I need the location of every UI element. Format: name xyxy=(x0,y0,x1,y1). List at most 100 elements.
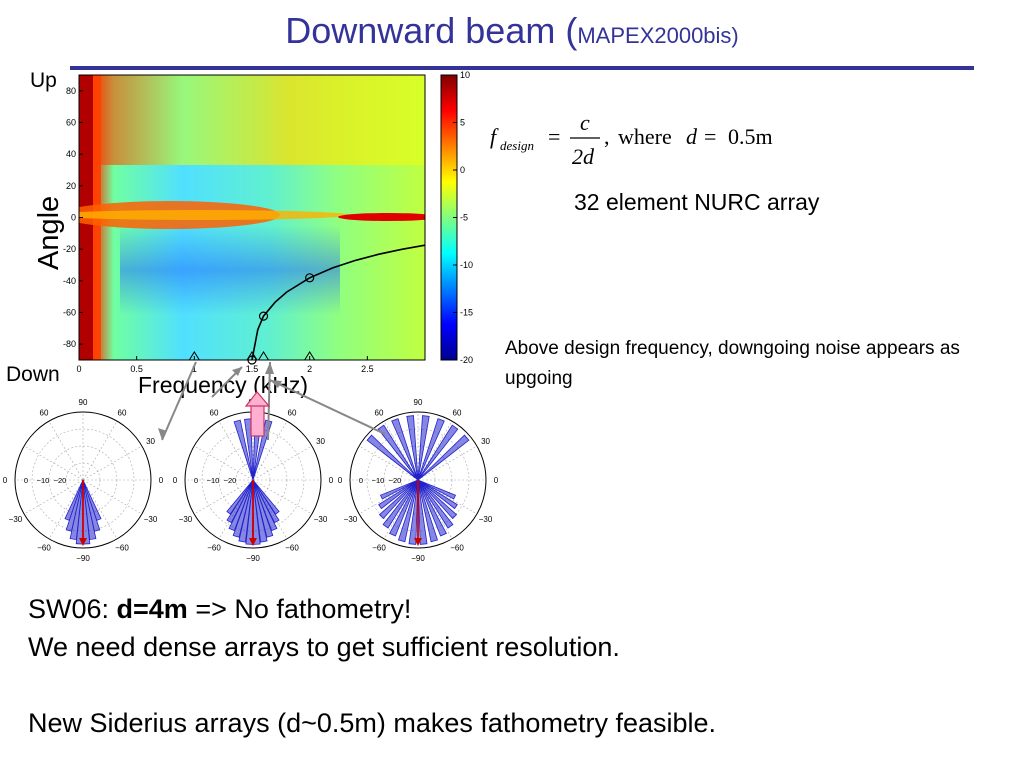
x-tick-label: 2 xyxy=(307,364,312,374)
array-label: 32 element NURC array xyxy=(574,189,820,215)
polar-angle-label: −90 xyxy=(76,554,90,563)
polar-ring xyxy=(366,428,470,532)
polar-angle-label: −30 xyxy=(9,515,23,524)
conclusions: SW06: d=4m => No fathometry! We need den… xyxy=(28,590,716,742)
heatmap-top-region xyxy=(79,75,425,165)
polar-spoke xyxy=(82,479,143,515)
y-tick-label: 60 xyxy=(66,118,76,128)
polar-angle-label: 60 xyxy=(288,408,297,417)
y-tick-label: 20 xyxy=(66,181,76,191)
y-tick-label: 0 xyxy=(71,213,76,223)
polar-spoke xyxy=(82,445,143,481)
polar-angle-label: 60 xyxy=(118,408,127,417)
formula-val: 0.5m xyxy=(728,124,773,149)
down-arrowhead xyxy=(79,538,87,546)
polar-spoke xyxy=(48,420,84,481)
polar-angle-label: −30 xyxy=(344,515,358,524)
polar-angle-label: −60 xyxy=(372,544,386,553)
polar-ring xyxy=(201,428,305,532)
conclusion-blank xyxy=(28,666,716,704)
pink-arrow-head xyxy=(244,391,271,407)
polar-angle-label: −30 xyxy=(179,515,193,524)
colorbar-tick-label: -15 xyxy=(460,308,473,318)
polar-angle-label: −60 xyxy=(115,544,129,553)
polar-angle-label: −60 xyxy=(37,544,51,553)
polar-spoke xyxy=(252,479,313,515)
circle-marker xyxy=(305,273,315,283)
polar-spoke xyxy=(358,445,419,481)
polar-radial-label: −10 xyxy=(372,476,385,485)
formula-d: d xyxy=(686,124,698,149)
polar-radial-label: −10 xyxy=(37,476,50,485)
formula-eq2: = xyxy=(704,124,716,149)
arrowhead-1kHz xyxy=(158,428,167,440)
colorbar-tick-label: 5 xyxy=(460,118,465,128)
design-formula: f design = c 2d , where d = 0.5m xyxy=(490,110,773,169)
polar-radial-label: −20 xyxy=(389,476,402,485)
design-curve xyxy=(251,244,426,361)
connector-arrows xyxy=(158,361,386,441)
title-rule xyxy=(70,66,974,70)
polar-spoke xyxy=(23,479,84,515)
arrowhead-1p6kHz xyxy=(265,362,274,374)
arrowhead-1k-left xyxy=(232,367,242,376)
y-tick-label: -40 xyxy=(63,276,76,286)
colorbar-ticks: 10 5 0 -5 -10 -15 -20 xyxy=(453,70,473,365)
triangle-marker xyxy=(303,351,316,361)
polar-spoke xyxy=(417,479,478,515)
pink-arrow-shaft xyxy=(250,401,265,437)
polar-spoke xyxy=(383,420,419,481)
formula-den: 2d xyxy=(572,144,595,169)
polar-spoke xyxy=(218,420,254,481)
design-note: Above design frequency, downgoing noise … xyxy=(505,338,960,389)
polar-angle-label: −30 xyxy=(144,515,158,524)
polar-spoke xyxy=(23,445,84,481)
polar-radial-label: −20 xyxy=(224,476,237,485)
beam-pattern xyxy=(64,479,102,545)
formula-eq: = xyxy=(548,124,560,149)
x-tick-label: 2.5 xyxy=(361,364,374,374)
formula-comma: , xyxy=(604,124,610,149)
arrow-2kHz xyxy=(269,379,386,435)
polar-angle-label: 0 xyxy=(494,476,499,485)
title-main: Downward beam ( xyxy=(285,10,578,51)
triangle-marker xyxy=(257,351,270,361)
polar-radial-label: 0 xyxy=(359,476,363,485)
formula-num: c xyxy=(580,110,590,135)
sw06-rest: => No fathometry! xyxy=(187,594,412,624)
polar-spoke xyxy=(358,479,419,515)
y-axis-label: Angle xyxy=(33,196,65,270)
polar-angle-label: 30 xyxy=(316,437,325,446)
polar-angle-label: 60 xyxy=(453,408,462,417)
circle-marker xyxy=(258,311,269,321)
polar-angle-label: 90 xyxy=(414,398,423,407)
heatmap-axes: 0 0.5 1 1.5 2 2.5 80 60 40 20 0 -20 -40 -60 -80 xyxy=(63,86,374,374)
formula-sub: design xyxy=(500,138,534,153)
formula-f: f xyxy=(490,124,499,149)
colorbar-tick-label: -20 xyxy=(460,355,473,365)
polar-plots: 9060603000−30−30−60−60−900−10−2090606030… xyxy=(3,398,499,563)
conclusion-line-1: SW06: d=4m => No fathometry! xyxy=(28,590,716,628)
x-tick-label: 1 xyxy=(192,364,197,374)
polar-radial-label: −10 xyxy=(207,476,220,485)
y-tick-label: -20 xyxy=(63,244,76,254)
polar-spoke xyxy=(252,420,288,481)
colorbar-tick-label: 0 xyxy=(460,165,465,175)
arrow-1p6kHz xyxy=(267,361,271,441)
conclusion-line-4: New Siderius arrays (d~0.5m) makes fatho… xyxy=(28,708,717,738)
polar-angle-label: −30 xyxy=(314,515,328,524)
colorbar-tick-label: -10 xyxy=(460,260,473,270)
sw06-spacing: d=4m xyxy=(116,594,188,624)
x-tick-label: 1.5 xyxy=(246,364,259,374)
colorbar-tick-label: 10 xyxy=(460,70,470,80)
heatmap-overlay xyxy=(188,244,426,365)
down-arrowhead xyxy=(249,538,257,546)
polar-spoke xyxy=(252,445,313,481)
title-sub: MAPEX2000bis) xyxy=(577,23,739,48)
polar-ring xyxy=(31,428,135,532)
polar-spoke xyxy=(383,479,419,540)
y-tick-label: -80 xyxy=(63,339,76,349)
polar-spoke xyxy=(82,479,118,540)
